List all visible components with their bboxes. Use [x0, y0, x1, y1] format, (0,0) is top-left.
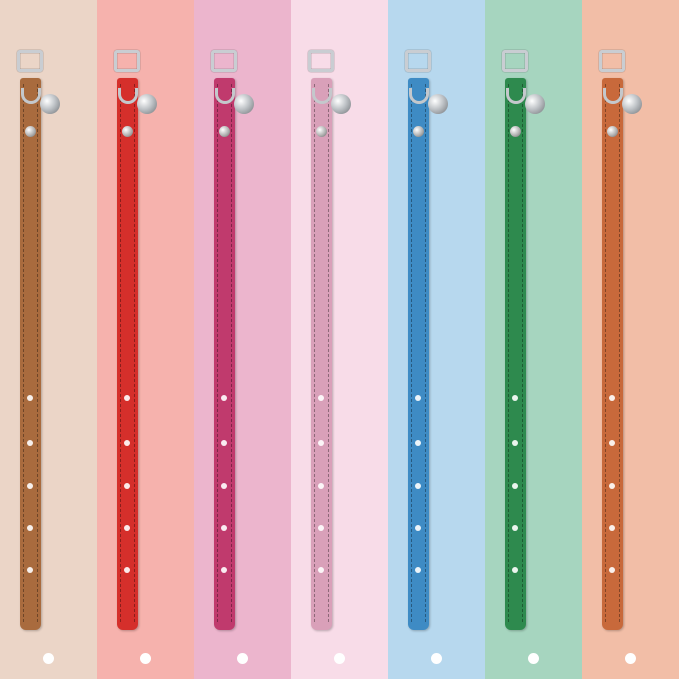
stitching	[37, 84, 38, 622]
adjust-hole	[512, 395, 518, 401]
adjust-hole	[124, 567, 130, 573]
stitching	[425, 84, 426, 622]
stitching	[605, 84, 606, 622]
d-ring-icon	[603, 88, 623, 104]
rivet-icon	[316, 126, 327, 137]
adjust-hole	[415, 483, 421, 489]
rivet-icon	[607, 126, 618, 137]
adjust-hole	[609, 395, 615, 401]
bell-icon	[428, 94, 448, 114]
adjust-hole	[318, 395, 324, 401]
adjust-hole	[318, 440, 324, 446]
adjust-hole	[221, 525, 227, 531]
white-dot	[43, 653, 54, 664]
adjust-hole	[609, 567, 615, 573]
adjust-hole	[512, 567, 518, 573]
adjust-hole	[609, 440, 615, 446]
stitching	[328, 84, 329, 622]
adjust-hole	[318, 483, 324, 489]
white-dot	[625, 653, 636, 664]
buckle-icon	[17, 50, 43, 72]
collar-strap	[117, 78, 138, 630]
adjust-hole	[512, 525, 518, 531]
buckle-icon	[308, 50, 334, 72]
bell-icon	[622, 94, 642, 114]
bell-icon	[40, 94, 60, 114]
panel-green	[485, 0, 582, 679]
adjust-hole	[124, 440, 130, 446]
stitching	[619, 84, 620, 622]
rivet-icon	[122, 126, 133, 137]
collar-strap	[214, 78, 235, 630]
buckle-icon	[114, 50, 140, 72]
adjust-hole	[27, 483, 33, 489]
panel-blue	[388, 0, 485, 679]
adjust-hole	[415, 567, 421, 573]
adjust-hole	[221, 567, 227, 573]
buckle-icon	[599, 50, 625, 72]
d-ring-icon	[118, 88, 138, 104]
stitching	[217, 84, 218, 622]
adjust-hole	[609, 525, 615, 531]
stitching	[134, 84, 135, 622]
adjust-hole	[221, 395, 227, 401]
stitching	[120, 84, 121, 622]
adjust-hole	[512, 483, 518, 489]
stitching	[411, 84, 412, 622]
stitching	[508, 84, 509, 622]
adjust-hole	[221, 483, 227, 489]
d-ring-icon	[312, 88, 332, 104]
adjust-hole	[415, 525, 421, 531]
d-ring-icon	[409, 88, 429, 104]
adjust-hole	[124, 483, 130, 489]
stitching	[23, 84, 24, 622]
adjust-hole	[27, 567, 33, 573]
stitching	[231, 84, 232, 622]
buckle-icon	[405, 50, 431, 72]
adjust-hole	[27, 395, 33, 401]
white-dot	[334, 653, 345, 664]
stitching	[522, 84, 523, 622]
adjust-hole	[27, 525, 33, 531]
adjust-hole	[27, 440, 33, 446]
buckle-icon	[211, 50, 237, 72]
adjust-hole	[609, 483, 615, 489]
panel-red	[97, 0, 194, 679]
stitching	[314, 84, 315, 622]
d-ring-icon	[215, 88, 235, 104]
collar-strap	[20, 78, 41, 630]
collar-strap	[311, 78, 332, 630]
bell-icon	[525, 94, 545, 114]
panel-light-pink	[291, 0, 388, 679]
rivet-icon	[510, 126, 521, 137]
adjust-hole	[221, 440, 227, 446]
white-dot	[237, 653, 248, 664]
rivet-icon	[219, 126, 230, 137]
bell-icon	[234, 94, 254, 114]
adjust-hole	[318, 525, 324, 531]
adjust-hole	[512, 440, 518, 446]
adjust-hole	[318, 567, 324, 573]
white-dot	[140, 653, 151, 664]
adjust-hole	[124, 525, 130, 531]
collar-strap	[408, 78, 429, 630]
d-ring-icon	[506, 88, 526, 104]
rivet-icon	[413, 126, 424, 137]
adjust-hole	[415, 440, 421, 446]
buckle-icon	[502, 50, 528, 72]
d-ring-icon	[21, 88, 41, 104]
rivet-icon	[25, 126, 36, 137]
white-dot	[431, 653, 442, 664]
adjust-hole	[124, 395, 130, 401]
panel-orange-brown	[582, 0, 679, 679]
bell-icon	[137, 94, 157, 114]
adjust-hole	[415, 395, 421, 401]
white-dot	[528, 653, 539, 664]
collar-strap	[505, 78, 526, 630]
collar-strap	[602, 78, 623, 630]
bell-icon	[331, 94, 351, 114]
panel-rose	[194, 0, 291, 679]
panel-brown	[0, 0, 97, 679]
